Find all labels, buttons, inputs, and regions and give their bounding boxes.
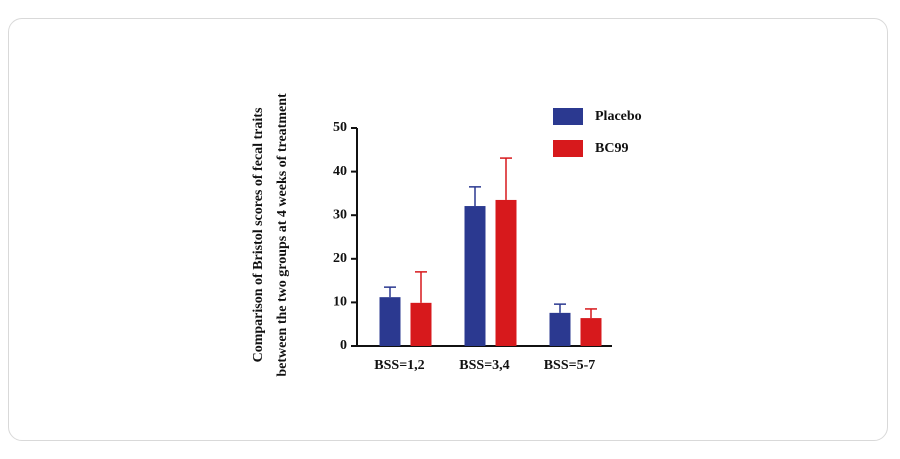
bar xyxy=(580,318,602,346)
legend-label: BC99 xyxy=(595,141,628,156)
y-tick-label: 0 xyxy=(340,338,347,353)
y-tick-label: 40 xyxy=(333,164,347,179)
legend-label: Placebo xyxy=(595,109,642,124)
y-tick-label: 30 xyxy=(333,207,347,222)
x-tick-label: BSS=1,2 xyxy=(374,358,424,373)
bar xyxy=(549,312,571,346)
x-tick-label: BSS=3,4 xyxy=(459,358,509,373)
y-tick-label: 50 xyxy=(333,120,347,135)
bar xyxy=(410,302,432,346)
y-label: Comparison of Bristol scores of fecal tr… xyxy=(251,93,290,377)
y-label-line: Comparison of Bristol scores of fecal tr… xyxy=(251,107,266,362)
y-tick-label: 10 xyxy=(333,295,347,310)
card xyxy=(8,18,888,441)
x-tick-label: BSS=5-7 xyxy=(544,358,596,373)
y-tick-label: 20 xyxy=(333,251,347,266)
y-label-line: between the two groups at 4 weeks of tre… xyxy=(275,93,290,377)
legend-swatch xyxy=(553,140,583,157)
bar xyxy=(379,297,401,346)
bar xyxy=(495,199,517,346)
legend-swatch xyxy=(553,108,583,125)
bar xyxy=(464,206,486,346)
